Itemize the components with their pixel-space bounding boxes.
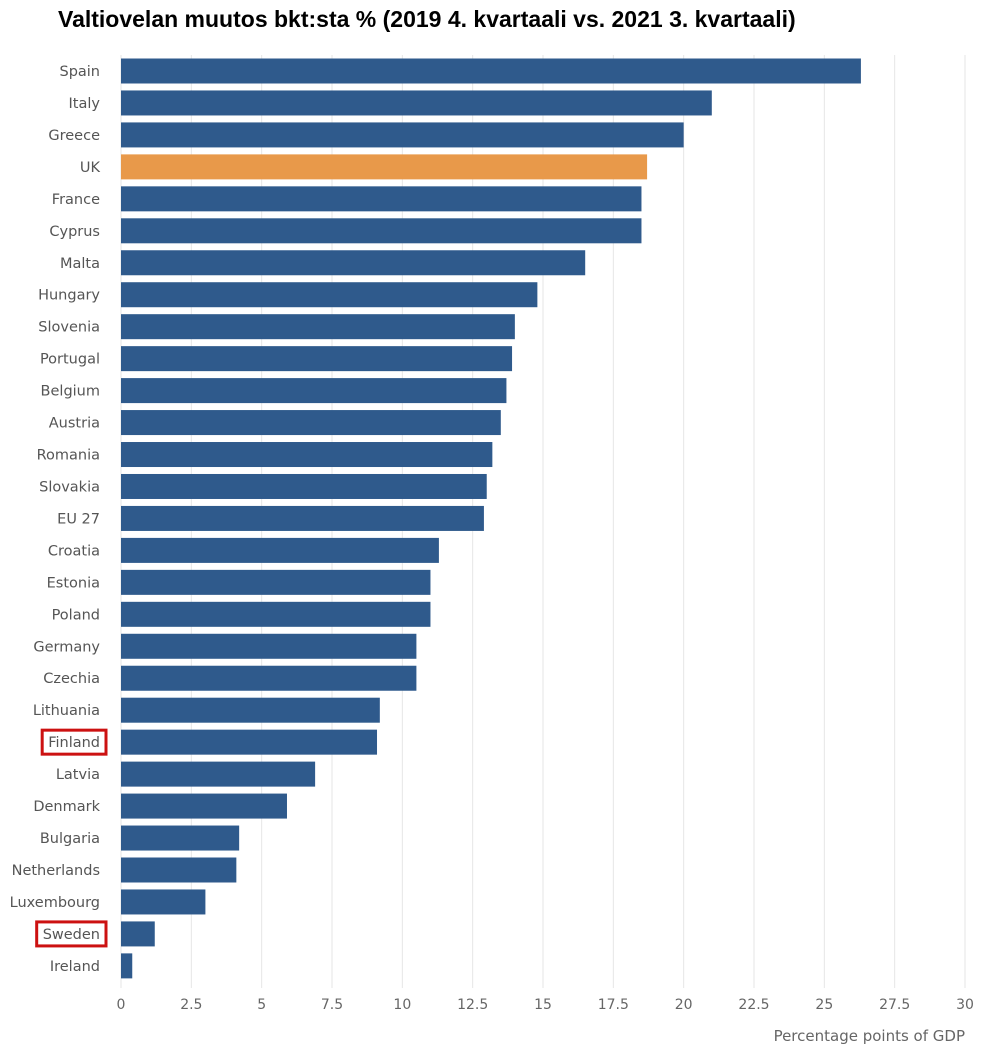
- category-label-poland: Poland: [52, 607, 100, 623]
- bar-estonia: [121, 569, 431, 595]
- x-tick-label: 17.5: [598, 997, 629, 1013]
- bar-cyprus: [121, 218, 642, 244]
- category-label-luxembourg: Luxembourg: [10, 895, 100, 911]
- bar-finland: [121, 729, 378, 755]
- highlight-box-finland: [40, 728, 108, 756]
- bar-czechia: [121, 665, 417, 691]
- x-tick-label: 10: [393, 997, 411, 1013]
- category-label-romania: Romania: [37, 448, 100, 464]
- highlight-boxes: [35, 728, 108, 948]
- bar-hungary: [121, 282, 538, 308]
- x-tick-label: 30: [956, 997, 974, 1013]
- bar-eu-27: [121, 505, 484, 531]
- x-tick-label: 7.5: [321, 997, 343, 1013]
- bar-spain: [121, 58, 861, 84]
- x-tick-label: 22.5: [738, 997, 769, 1013]
- chart-title: Valtiovelan muutos bkt:sta % (2019 4. kv…: [58, 6, 796, 32]
- bar-luxembourg: [121, 889, 206, 915]
- bar-lithuania: [121, 697, 380, 723]
- category-label-sweden: Sweden: [43, 927, 100, 943]
- category-label-czechia: Czechia: [43, 671, 100, 687]
- bar-germany: [121, 633, 417, 659]
- category-label-eu-27: EU 27: [57, 511, 100, 527]
- bar-sweden: [121, 921, 155, 947]
- category-label-uk: UK: [80, 160, 101, 176]
- bar-slovakia: [121, 473, 487, 499]
- bar-malta: [121, 250, 586, 276]
- category-label-belgium: Belgium: [41, 384, 100, 400]
- category-label-finland: Finland: [48, 735, 100, 751]
- category-label-netherlands: Netherlands: [12, 863, 100, 879]
- x-axis-title: Percentage points of GDP: [774, 1027, 965, 1045]
- category-label-cyprus: Cyprus: [49, 224, 100, 240]
- bar-poland: [121, 601, 431, 627]
- category-label-slovakia: Slovakia: [39, 479, 100, 495]
- category-label-italy: Italy: [69, 96, 101, 112]
- bar-belgium: [121, 378, 507, 404]
- category-label-hungary: Hungary: [38, 288, 100, 304]
- bar-portugal: [121, 346, 513, 372]
- bar-ireland: [121, 953, 133, 979]
- bar-uk: [121, 154, 648, 180]
- bar-latvia: [121, 761, 316, 787]
- bar-croatia: [121, 537, 439, 563]
- bar-slovenia: [121, 314, 515, 340]
- bar-bulgaria: [121, 825, 240, 851]
- category-label-lithuania: Lithuania: [33, 703, 100, 719]
- category-label-ireland: Ireland: [50, 959, 100, 975]
- x-tick-label: 5: [257, 997, 266, 1013]
- bars: [121, 58, 861, 979]
- bar-greece: [121, 122, 684, 148]
- bar-france: [121, 186, 642, 212]
- category-label-slovenia: Slovenia: [38, 320, 100, 336]
- x-tick-label: 27.5: [879, 997, 910, 1013]
- category-label-latvia: Latvia: [56, 767, 100, 783]
- bar-italy: [121, 90, 712, 116]
- category-label-denmark: Denmark: [33, 799, 100, 815]
- category-label-malta: Malta: [60, 256, 100, 272]
- x-axis-ticks: 0 2.5 5 7.5 10 12.5 15 17.5 20 22.5 25 27.5 30: [117, 997, 974, 1013]
- x-tick-label: 2.5: [180, 997, 202, 1013]
- category-label-portugal: Portugal: [40, 352, 100, 368]
- category-label-austria: Austria: [49, 416, 100, 432]
- bar-denmark: [121, 793, 287, 819]
- category-label-estonia: Estonia: [47, 575, 100, 591]
- bar-netherlands: [121, 857, 237, 883]
- category-label-greece: Greece: [48, 128, 100, 144]
- category-label-france: France: [52, 192, 100, 208]
- category-label-bulgaria: Bulgaria: [40, 831, 100, 847]
- x-tick-label: 12.5: [457, 997, 488, 1013]
- x-tick-label: 0: [117, 997, 126, 1013]
- x-tick-label: 20: [675, 997, 693, 1013]
- x-tick-label: 15: [534, 997, 552, 1013]
- x-tick-label: 25: [815, 997, 833, 1013]
- bar-romania: [121, 442, 493, 468]
- category-label-croatia: Croatia: [48, 543, 100, 559]
- category-label-spain: Spain: [59, 64, 100, 80]
- highlight-box-sweden: [35, 920, 108, 948]
- category-labels: Spain Italy Greece UK France Cyprus Malta Hunga…: [10, 64, 101, 975]
- category-label-germany: Germany: [33, 639, 100, 655]
- bar-austria: [121, 410, 501, 436]
